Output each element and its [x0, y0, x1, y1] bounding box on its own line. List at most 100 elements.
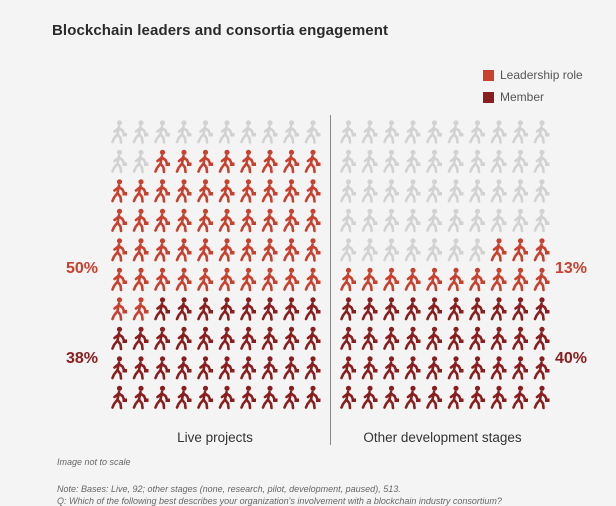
person-icon-leadership	[361, 267, 378, 292]
person-icon-leadership	[197, 238, 213, 262]
person-icon-leadership	[512, 238, 528, 262]
person-icon-leadership	[261, 179, 278, 203]
person-icon-leadership	[261, 149, 278, 174]
person-icon-inactive	[469, 208, 485, 233]
person-icon-member	[447, 297, 464, 321]
person-icon-inactive	[197, 120, 213, 144]
person-icon-member	[304, 297, 321, 321]
person-icon-inactive	[490, 179, 507, 203]
person-icon-leadership	[218, 267, 235, 292]
person-icon-inactive	[490, 208, 507, 233]
legend: Leadership role Member	[483, 64, 583, 108]
person-icon-member	[426, 385, 442, 410]
person-icon-leadership	[283, 208, 299, 233]
legend-swatch-member	[483, 91, 494, 103]
person-icon-member	[111, 326, 127, 351]
person-icon-leadership	[111, 267, 127, 292]
person-icon-leadership	[218, 208, 235, 233]
person-icon-member	[261, 356, 278, 380]
person-icon-leadership	[304, 149, 321, 174]
person-icon-member	[218, 297, 235, 321]
person-icon-inactive	[383, 238, 399, 262]
person-icon-leadership	[533, 267, 550, 292]
person-icon-inactive	[304, 120, 321, 144]
person-icon-member	[490, 326, 507, 351]
person-icon-leadership	[218, 179, 235, 203]
person-icon-member	[154, 326, 170, 351]
person-icon-member	[469, 297, 485, 321]
person-icon-inactive	[383, 149, 399, 174]
person-icon-inactive	[447, 149, 464, 174]
person-icon-member	[340, 356, 356, 380]
scale-note: Image not to scale	[57, 457, 131, 467]
person-icon-leadership	[304, 267, 321, 292]
chart-title: Blockchain leaders and consortia engagem…	[52, 22, 389, 39]
person-icon-member	[404, 356, 421, 380]
footnote-bases: Note: Bases: Live, 92; other stages (non…	[57, 484, 401, 494]
person-icon-leadership	[261, 208, 278, 233]
person-icon-member	[512, 326, 528, 351]
person-icon-inactive	[340, 238, 356, 262]
person-icon-member	[218, 356, 235, 380]
person-icon-inactive	[383, 208, 399, 233]
person-icon-inactive	[383, 120, 399, 144]
person-icon-inactive	[175, 120, 192, 144]
person-icon-inactive	[132, 120, 149, 144]
person-icon-leadership	[111, 297, 127, 321]
right-leadership-pct: 13%	[555, 260, 588, 277]
person-icon-member	[340, 326, 356, 351]
person-icon-member	[512, 356, 528, 380]
person-icon-member	[175, 356, 192, 380]
person-icon-member	[512, 297, 528, 321]
left-member-pct: 38%	[66, 350, 99, 367]
group-label-other: Other development stages	[363, 430, 522, 445]
person-icon-inactive	[426, 179, 442, 203]
person-icon-leadership	[132, 267, 149, 292]
person-icon-member	[490, 297, 507, 321]
person-icon-member	[304, 385, 321, 410]
person-icon-inactive	[490, 120, 507, 144]
right-member-pct: 40%	[555, 350, 588, 367]
person-icon-member	[426, 356, 442, 380]
person-icon-leadership	[132, 179, 149, 203]
person-icon-member	[240, 297, 256, 321]
person-icon-inactive	[533, 149, 550, 174]
person-icon-member	[111, 385, 127, 410]
person-icon-member	[426, 297, 442, 321]
person-icon-member	[383, 356, 399, 380]
person-icon-inactive	[512, 179, 528, 203]
person-icon-leadership	[175, 208, 192, 233]
person-icon-member	[469, 385, 485, 410]
person-icon-leadership	[304, 238, 321, 262]
person-icon-inactive	[340, 149, 356, 174]
person-icon-member	[533, 326, 550, 351]
person-icon-inactive	[361, 120, 378, 144]
person-icon-member	[533, 385, 550, 410]
person-icon-member	[132, 385, 149, 410]
person-icon-inactive	[340, 120, 356, 144]
person-icon-member	[283, 297, 299, 321]
person-icon-leadership	[240, 238, 256, 262]
person-icon-inactive	[361, 208, 378, 233]
person-icon-inactive	[240, 120, 256, 144]
person-icon-member	[490, 385, 507, 410]
person-icon-member	[240, 385, 256, 410]
person-icon-member	[361, 297, 378, 321]
person-icon-member	[261, 385, 278, 410]
person-icon-leadership	[469, 267, 485, 292]
person-icon-member	[283, 326, 299, 351]
person-icon-leadership	[240, 179, 256, 203]
person-icon-leadership	[447, 267, 464, 292]
person-icon-member	[111, 356, 127, 380]
person-icon-inactive	[404, 208, 421, 233]
icon-grid-1	[340, 120, 550, 410]
person-icon-leadership	[426, 267, 442, 292]
person-icon-leadership	[261, 238, 278, 262]
person-icon-inactive	[533, 120, 550, 144]
person-icon-inactive	[426, 149, 442, 174]
person-icon-inactive	[111, 149, 127, 174]
person-icon-inactive	[340, 179, 356, 203]
person-icon-leadership	[490, 267, 507, 292]
person-icon-member	[240, 356, 256, 380]
